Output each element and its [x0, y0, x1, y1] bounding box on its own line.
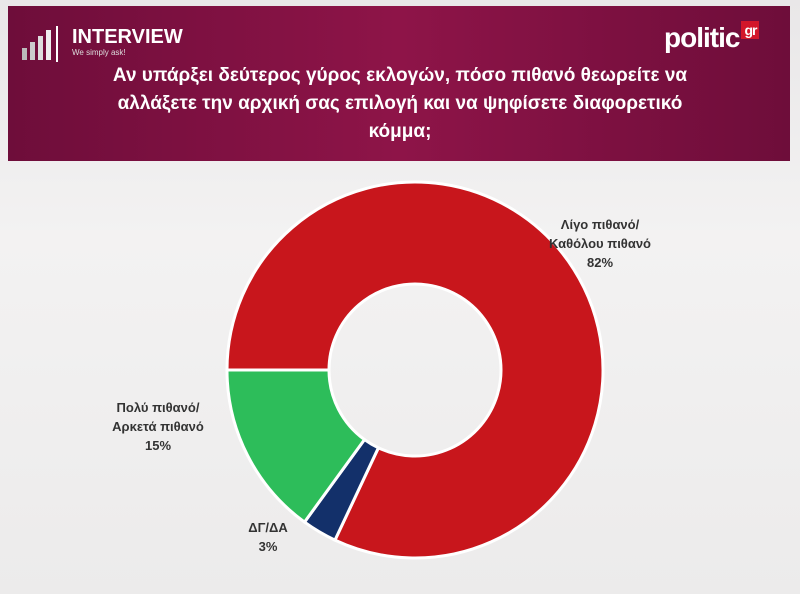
slice-label: Πολύ πιθανό/Αρκετά πιθανό [112, 400, 204, 434]
chart-title: Αν υπάρξει δεύτερος γύρος εκλογών, πόσο … [112, 65, 688, 142]
slice-value: 82% [586, 255, 614, 270]
logo-suffix: gr [741, 21, 760, 39]
logo: politic gr [664, 21, 760, 54]
donut-slice [225, 368, 367, 525]
slice-label: ΔΓ/ΔΑ [248, 520, 288, 535]
logo-text: politic [664, 22, 740, 53]
brand-name: INTERVIEW [72, 26, 183, 48]
slice-value: 15% [144, 438, 172, 453]
slice-label: Λίγο πιθανό/Καθόλου πιθανό [549, 217, 651, 251]
slice-value: 3% [258, 539, 278, 554]
interview-icon [22, 26, 58, 62]
header: INTERVIEW We simply ask! politic gr [8, 6, 790, 161]
donut-slice [225, 180, 605, 560]
brand-slogan: We simply ask! [72, 48, 126, 57]
